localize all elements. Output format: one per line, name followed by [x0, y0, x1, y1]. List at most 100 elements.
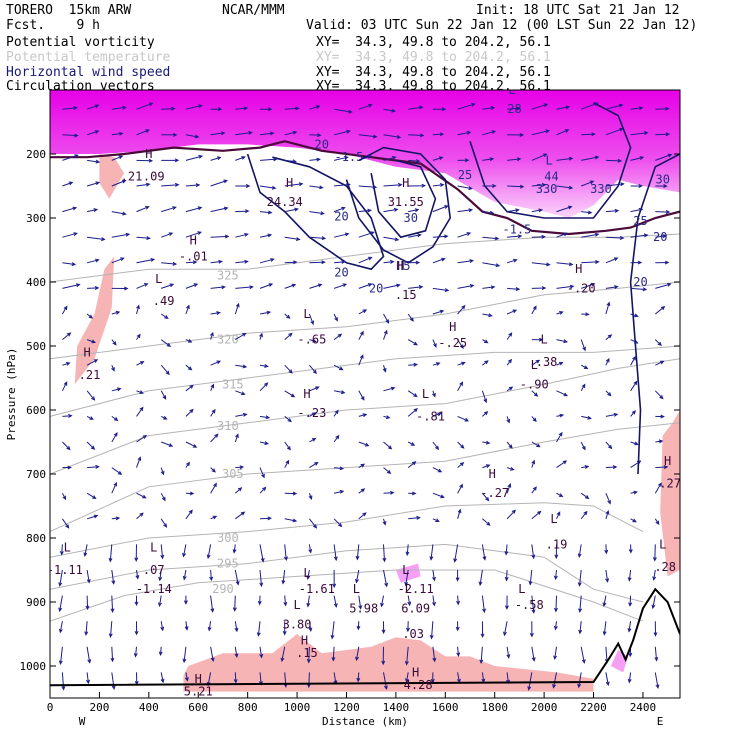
- circulation-vector: [604, 544, 609, 555]
- circulation-vector: [284, 416, 292, 423]
- circulation-vector: [86, 313, 93, 319]
- circulation-vector: [602, 621, 607, 636]
- circulation-vector: [136, 492, 147, 499]
- circulation-vector: [506, 441, 513, 449]
- circulation-vector: [581, 312, 590, 317]
- circulation-vector: [432, 309, 445, 315]
- circulation-vector: [210, 482, 217, 494]
- circulation-vector: [284, 159, 297, 164]
- pv-extremum-label: .15: [296, 646, 318, 660]
- circulation-vector: [284, 260, 298, 265]
- circulation-vector: [330, 621, 335, 640]
- theta-contour-label: 305: [222, 467, 244, 481]
- circulation-vector: [358, 441, 370, 447]
- circulation-vector: [531, 416, 537, 423]
- circulation-vector: [333, 129, 351, 136]
- circulation-vector: [86, 208, 99, 213]
- circulation-vector: [655, 184, 668, 189]
- wind-contour-label: 20: [334, 210, 348, 224]
- pv-extremum-label: .38: [536, 355, 558, 369]
- circulation-vector: [432, 257, 446, 264]
- circulation-vector: [235, 511, 246, 520]
- circulation-vector: [332, 569, 337, 589]
- circulation-vector: [259, 310, 272, 315]
- circulation-vector: [259, 516, 273, 521]
- circulation-vector: [655, 210, 671, 214]
- wind-contour-label: 330: [536, 182, 558, 196]
- pv-extremum-label: L: [155, 272, 162, 286]
- circulation-vector: [58, 646, 63, 666]
- circulation-vector: [556, 311, 564, 315]
- pv-extremum-label: -.58: [515, 598, 544, 612]
- circulation-vector: [456, 595, 461, 606]
- circulation-vector: [382, 518, 387, 526]
- circulation-vector: [160, 313, 169, 320]
- pv-extremum-label: .21: [121, 169, 143, 183]
- circulation-vector: [652, 544, 657, 562]
- circulation-vector: [407, 461, 417, 468]
- circulation-vector: [234, 569, 240, 586]
- circulation-vector: [655, 282, 672, 289]
- circulation-vector: [504, 544, 509, 556]
- circulation-vector: [210, 234, 230, 239]
- circulation-vector: [86, 130, 100, 136]
- circulation-vector: [531, 359, 541, 366]
- circulation-vector: [333, 434, 340, 443]
- circulation-vector: [235, 259, 249, 264]
- circulation-vector: [506, 509, 517, 520]
- circulation-vector: [605, 509, 610, 519]
- circulation-vector: [86, 390, 96, 401]
- circulation-vector: [234, 302, 240, 315]
- circulation-vector: [581, 232, 600, 238]
- circulation-vector: [581, 282, 596, 289]
- circulation-vector: [136, 102, 154, 110]
- circulation-vector: [309, 364, 317, 375]
- theta-contours: 290 295 300 305 310 315 320 325: [50, 233, 680, 622]
- circulation-vector: [284, 130, 298, 136]
- circulation-vector: [182, 544, 187, 558]
- circulation-vector: [432, 646, 437, 663]
- circulation-vector: [654, 390, 664, 400]
- pv-extremum-label: -.01: [179, 249, 208, 263]
- circulation-vector: [62, 106, 78, 110]
- pv-extremum-label: L: [353, 582, 360, 596]
- circulation-vector: [406, 621, 410, 633]
- circulation-vector: [457, 441, 465, 449]
- circulation-vector: [84, 621, 89, 636]
- circulation-vector: [309, 105, 321, 110]
- circulation-vector: [507, 106, 521, 111]
- circulation-vector: [210, 433, 219, 443]
- circulation-vector: [185, 384, 194, 392]
- circulation-vector: [210, 515, 218, 520]
- circulation-vector: [482, 518, 491, 526]
- circulation-vector: [284, 364, 293, 374]
- wind-contour-label: L: [545, 153, 552, 167]
- circulation-vector: [86, 441, 96, 450]
- circulation-vector: [383, 441, 393, 450]
- circulation-vector: [429, 621, 434, 640]
- circulation-vector: [184, 621, 189, 631]
- circulation-vector: [133, 646, 138, 658]
- circulation-vector: [556, 129, 570, 136]
- circulation-vector: [432, 441, 440, 451]
- circulation-vector: [185, 231, 202, 238]
- circulation-vector: [259, 646, 264, 659]
- x-axis-label: Distance (km): [322, 715, 408, 728]
- circulation-vector: [86, 569, 91, 584]
- circulation-vector: [531, 129, 551, 136]
- wind-contour-label: 20: [653, 230, 667, 244]
- circulation-vector: [457, 339, 464, 349]
- pv-extremum-label: .09: [143, 169, 165, 183]
- circulation-vector: [257, 595, 262, 606]
- circulation-vector: [655, 153, 673, 161]
- circulation-vector: [185, 283, 199, 289]
- pv-extremum-label: -.23: [297, 406, 326, 420]
- header-model: TORERO 15km ARW: [6, 3, 132, 18]
- circulation-vector: [507, 208, 520, 213]
- circulation-vector: [59, 544, 64, 556]
- circulation-vector: [556, 361, 564, 366]
- circulation-vector: [62, 465, 72, 470]
- circulation-vector: [87, 286, 100, 291]
- circulation-vector: [407, 339, 419, 346]
- circulation-vector: [235, 412, 248, 417]
